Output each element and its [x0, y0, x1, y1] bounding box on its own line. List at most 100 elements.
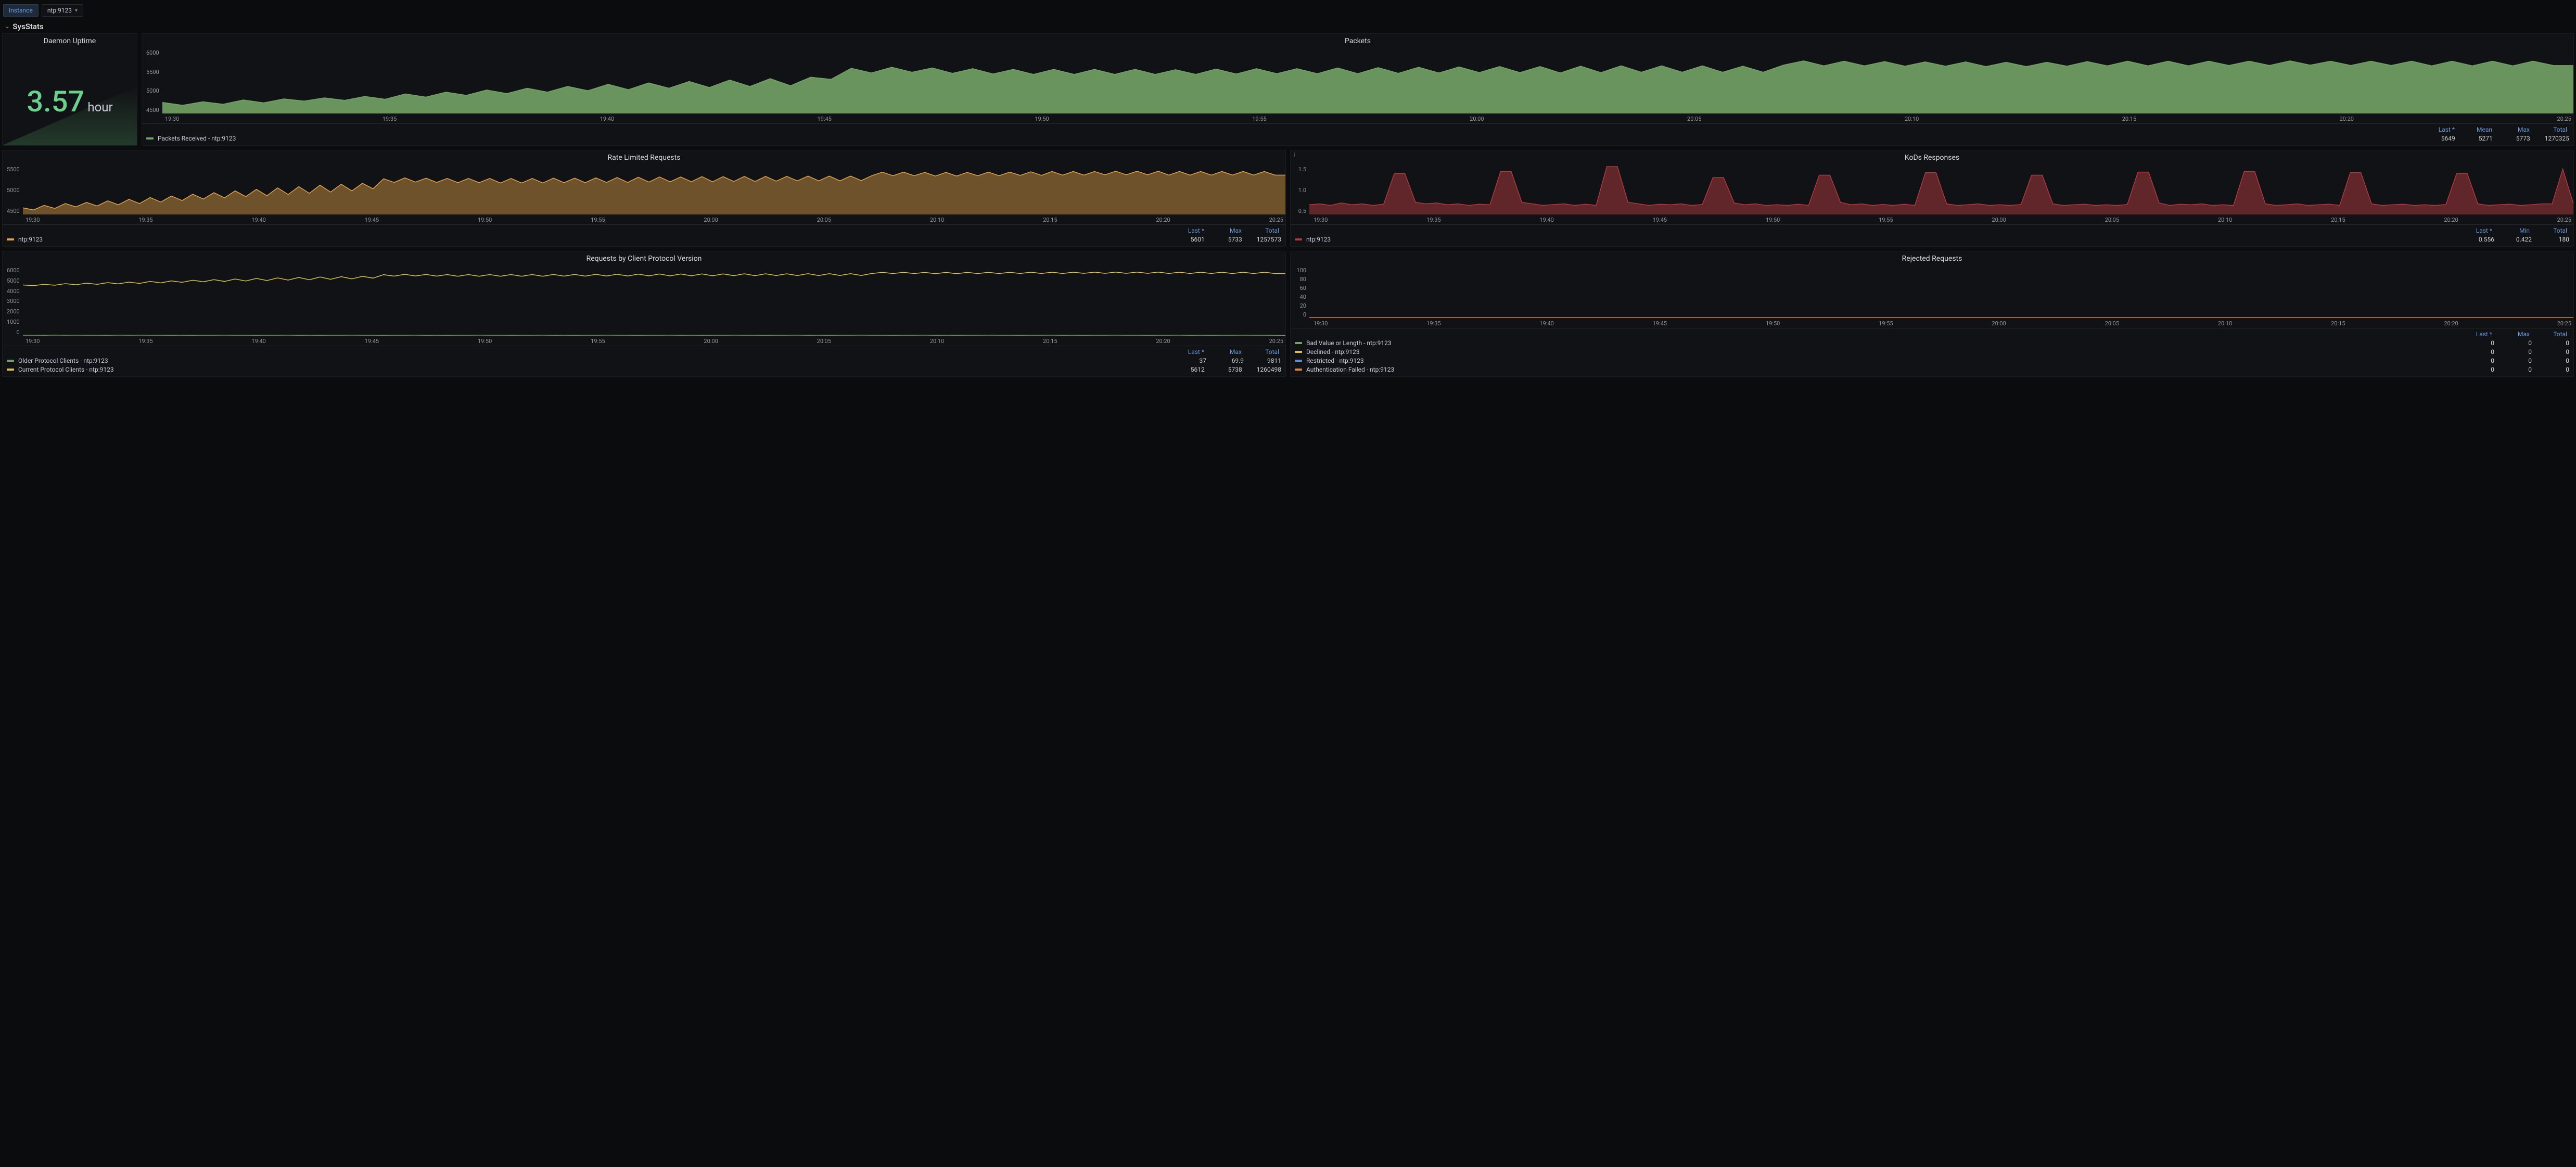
legend-value: 1270325: [2545, 135, 2569, 142]
legend-header[interactable]: Last *: [1181, 227, 1204, 234]
chart-body: 550050004500 19:3019:3519:4019:4519:5019…: [3, 164, 1285, 224]
panel-packets[interactable]: Packets 6000550050004500 19:3019:3519:40…: [142, 33, 2574, 146]
legend-header[interactable]: Total: [1256, 348, 1279, 356]
legend-header[interactable]: Last *: [1181, 348, 1204, 356]
legend-swatch: [7, 369, 14, 371]
legend-item[interactable]: Older Protocol Clients - ntp:91233769.99…: [7, 356, 1281, 364]
chart-body: 6000500040003000200010000 19:3019:3519:4…: [3, 265, 1285, 346]
legend-swatch: [7, 238, 14, 240]
legend-value: 180: [2546, 236, 2569, 243]
legend-header[interactable]: Last *: [2469, 227, 2492, 234]
plot-area[interactable]: [162, 49, 2573, 113]
legend-item[interactable]: Bad Value or Length - ntp:9123 0 0 0: [1295, 338, 2569, 347]
x-axis: 19:3019:3519:4019:4519:5019:5520:0020:05…: [142, 113, 2573, 123]
legend-item[interactable]: Current Protocol Clients - ntp:912356125…: [7, 364, 1281, 373]
plot-area[interactable]: [1309, 166, 2573, 214]
legend-header[interactable]: Max: [1219, 348, 1242, 356]
legend-header[interactable]: Max: [1219, 227, 1242, 234]
variable-value: ntp:9123: [47, 7, 72, 14]
legend-item[interactable]: ntp:9123560157331257573: [7, 234, 1281, 243]
legend-label: Restricted - ntp:9123: [1306, 357, 2467, 364]
legend-value: 69.9: [1221, 357, 1244, 364]
panel-rejected[interactable]: Rejected Requests 100806040200 19:3019:3…: [1290, 251, 2574, 377]
legend-value: 5271: [2470, 135, 2493, 142]
panel-title: Rate Limited Requests: [3, 150, 1285, 164]
legend-value: 0: [2471, 357, 2494, 364]
legend-value: 5612: [1182, 366, 1205, 373]
panel-title: Daemon Uptime: [3, 34, 137, 47]
legend-value: 0: [2546, 357, 2569, 364]
legend-header[interactable]: Total: [2544, 331, 2567, 338]
legend-header[interactable]: Min: [2507, 227, 2530, 234]
legend-swatch: [1295, 238, 1302, 240]
legend: Last *MaxTotalOlder Protocol Clients - n…: [3, 346, 1285, 376]
legend-value: 1260498: [1257, 366, 1281, 373]
legend-value: 5733: [1219, 236, 1242, 243]
variable-label[interactable]: Instance: [3, 4, 39, 17]
chevron-down-icon: ▾: [75, 8, 78, 14]
legend-label: Current Protocol Clients - ntp:9123: [18, 366, 1178, 373]
row-header-sysstats[interactable]: ⌄ SysStats: [2, 19, 2574, 33]
legend-value: 0: [2471, 366, 2494, 373]
legend-swatch: [1295, 342, 1302, 344]
legend-item[interactable]: ntp:9123 0.556 0.422 180: [1295, 234, 2569, 243]
legend-swatch: [1295, 369, 1302, 371]
legend-value: 1257573: [1257, 236, 1281, 243]
legend-item[interactable]: Restricted - ntp:9123 0 0 0: [1295, 356, 2569, 364]
legend-header[interactable]: Total: [2544, 126, 2567, 133]
legend-value: 0.422: [2509, 236, 2532, 243]
x-axis: 19:3019:3519:4019:4519:5019:5520:0020:05…: [1291, 214, 2573, 224]
legend-header[interactable]: Max: [2507, 331, 2530, 338]
legend-item[interactable]: Packets Received - ntp:91235649527157731…: [146, 133, 2569, 142]
legend-label: Older Protocol Clients - ntp:9123: [18, 357, 1179, 364]
panel-title: Packets: [142, 34, 2573, 47]
panel-title: Rejected Requests: [1291, 251, 2573, 265]
panel-title: KoDs Responses: [1291, 150, 2573, 164]
legend: Last *MaxTotalBad Value or Length - ntp:…: [1291, 328, 2573, 376]
panel-rate-limited[interactable]: Rate Limited Requests 550050004500 19:30…: [2, 150, 1286, 247]
uptime-value: 3.57: [27, 84, 84, 119]
legend-header[interactable]: Total: [1256, 227, 1279, 234]
legend-item[interactable]: Declined - ntp:9123000: [1295, 347, 2569, 356]
legend-value: 0: [2546, 366, 2569, 373]
x-axis: 19:3019:3519:4019:4519:5019:5520:0020:05…: [1291, 318, 2573, 328]
legend-swatch: [1295, 351, 1302, 353]
chart-body: 6000550050004500 19:3019:3519:4019:4519:…: [142, 47, 2573, 123]
plot-area[interactable]: [23, 166, 1285, 214]
chevron-down-icon: ⌄: [5, 24, 9, 30]
variable-select-instance[interactable]: ntp:9123 ▾: [42, 4, 83, 17]
legend-value: 0.556: [2471, 236, 2494, 243]
legend-header[interactable]: Total: [2544, 227, 2567, 234]
legend-value: 5601: [1182, 236, 1205, 243]
legend: Last * Min Total ntp:9123 0.556 0.422 180: [1291, 224, 2573, 246]
legend-value: 0: [2471, 339, 2494, 347]
legend-value: 0: [2509, 366, 2532, 373]
legend-label: Declined - ntp:9123: [1306, 348, 2467, 356]
panel-protocol-version[interactable]: Requests by Client Protocol Version 6000…: [2, 251, 1286, 377]
legend-label: Packets Received - ntp:9123: [158, 135, 2428, 142]
legend-header[interactable]: Last *: [2432, 126, 2455, 133]
legend-swatch: [146, 137, 154, 139]
legend-label: Authentication Failed - ntp:9123: [1306, 366, 2467, 373]
legend-value: 0: [2509, 348, 2532, 356]
plot-area[interactable]: [1309, 267, 2573, 318]
legend: Last *MaxTotalntp:9123560157331257573: [3, 224, 1285, 246]
legend-label: Bad Value or Length - ntp:9123: [1306, 339, 2467, 347]
panel-kods[interactable]: i KoDs Responses 1.51.00.5 19:3019:3519:…: [1290, 150, 2574, 247]
legend-header[interactable]: Max: [2507, 126, 2530, 133]
legend-value: 0: [2546, 339, 2569, 347]
panel-daemon-uptime[interactable]: Daemon Uptime 3.57hour: [2, 33, 137, 146]
legend-swatch: [1295, 360, 1302, 362]
plot-area[interactable]: [23, 267, 1285, 336]
legend-header[interactable]: Last *: [2469, 331, 2492, 338]
info-icon[interactable]: i: [1294, 151, 1295, 158]
chart-body: 100806040200 19:3019:3519:4019:4519:5019…: [1291, 265, 2573, 328]
legend-value: 0: [2509, 339, 2532, 347]
legend-value: 0: [2509, 357, 2532, 364]
legend-label: ntp:9123: [1306, 236, 2467, 243]
legend-value: 5649: [2432, 135, 2455, 142]
legend-header[interactable]: Mean: [2469, 126, 2492, 133]
legend-item[interactable]: Authentication Failed - ntp:9123 0 0 0: [1295, 364, 2569, 373]
legend-swatch: [7, 360, 14, 362]
legend-value: 9811: [1258, 357, 1281, 364]
